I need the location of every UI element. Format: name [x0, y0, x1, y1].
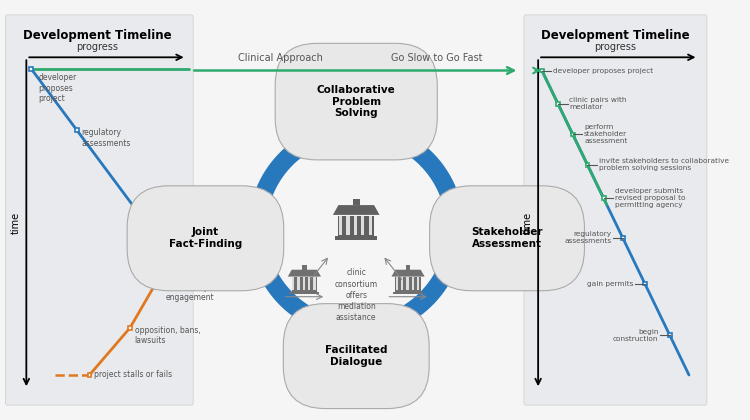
FancyBboxPatch shape	[643, 282, 646, 286]
FancyBboxPatch shape	[159, 272, 163, 276]
Text: clinic pairs with
mediator: clinic pairs with mediator	[569, 97, 627, 110]
FancyBboxPatch shape	[128, 326, 132, 330]
FancyBboxPatch shape	[352, 199, 359, 205]
Text: Clinical Approach: Clinical Approach	[238, 53, 323, 63]
FancyBboxPatch shape	[338, 215, 374, 236]
Text: developer
proposes
project: developer proposes project	[38, 74, 76, 103]
FancyBboxPatch shape	[417, 277, 419, 290]
Text: perform
stakeholder
assessment: perform stakeholder assessment	[584, 124, 628, 144]
Text: regulatory
assessments: regulatory assessments	[564, 231, 611, 244]
FancyBboxPatch shape	[308, 277, 310, 290]
FancyBboxPatch shape	[586, 163, 590, 167]
FancyBboxPatch shape	[571, 133, 574, 136]
FancyBboxPatch shape	[524, 15, 706, 405]
FancyBboxPatch shape	[5, 15, 194, 405]
Text: progress: progress	[595, 42, 637, 52]
FancyBboxPatch shape	[346, 215, 350, 234]
FancyBboxPatch shape	[314, 277, 316, 290]
FancyBboxPatch shape	[368, 215, 372, 234]
FancyBboxPatch shape	[297, 277, 300, 290]
Text: Development Timeline: Development Timeline	[541, 29, 690, 42]
Text: Collaborative
Problem
Solving: Collaborative Problem Solving	[316, 85, 395, 118]
Text: progress: progress	[76, 42, 118, 52]
FancyBboxPatch shape	[292, 277, 317, 291]
FancyBboxPatch shape	[88, 373, 92, 377]
Text: Joint
Fact-Finding: Joint Fact-Finding	[169, 228, 242, 249]
Text: begin
construction: begin construction	[613, 329, 658, 342]
FancyBboxPatch shape	[406, 265, 410, 270]
Text: gain permits: gain permits	[157, 224, 205, 234]
FancyBboxPatch shape	[292, 277, 295, 290]
Text: developer proposes project: developer proposes project	[554, 68, 653, 74]
Text: Stakeholder
Assessment: Stakeholder Assessment	[471, 228, 543, 249]
Text: opposition, bans,
lawsuits: opposition, bans, lawsuits	[135, 326, 200, 345]
Text: gain permits: gain permits	[587, 281, 634, 286]
FancyBboxPatch shape	[354, 215, 357, 234]
FancyBboxPatch shape	[335, 236, 377, 240]
Text: project stalls or fails: project stalls or fails	[94, 370, 172, 379]
FancyBboxPatch shape	[412, 277, 414, 290]
FancyBboxPatch shape	[602, 197, 605, 200]
FancyBboxPatch shape	[395, 277, 421, 291]
FancyBboxPatch shape	[290, 291, 320, 294]
Text: time: time	[523, 212, 532, 234]
Polygon shape	[288, 270, 321, 277]
FancyBboxPatch shape	[396, 277, 398, 290]
FancyBboxPatch shape	[339, 215, 342, 234]
FancyBboxPatch shape	[302, 265, 307, 270]
Polygon shape	[392, 270, 424, 277]
FancyBboxPatch shape	[29, 67, 33, 71]
Text: low
community
engagement: low community engagement	[166, 272, 214, 302]
FancyBboxPatch shape	[302, 277, 305, 290]
FancyBboxPatch shape	[75, 129, 79, 132]
Text: Facilitated
Dialogue: Facilitated Dialogue	[325, 345, 388, 367]
FancyBboxPatch shape	[393, 291, 423, 294]
FancyBboxPatch shape	[401, 277, 404, 290]
Polygon shape	[333, 205, 380, 215]
FancyBboxPatch shape	[668, 333, 672, 337]
FancyBboxPatch shape	[361, 215, 364, 234]
FancyBboxPatch shape	[540, 68, 544, 72]
FancyBboxPatch shape	[150, 229, 154, 233]
Text: invite stakeholders to collaborative
problem solving sessions: invite stakeholders to collaborative pro…	[598, 158, 729, 171]
Text: Go Slow to Go Fast: Go Slow to Go Fast	[391, 53, 482, 63]
Text: developer submits
revised proposal to
permitting agency: developer submits revised proposal to pe…	[615, 188, 686, 208]
FancyBboxPatch shape	[621, 236, 625, 240]
Text: Development Timeline: Development Timeline	[22, 29, 171, 42]
FancyBboxPatch shape	[556, 102, 560, 106]
Text: regulatory
assessments: regulatory assessments	[82, 129, 131, 148]
FancyBboxPatch shape	[406, 277, 409, 290]
Text: clinic
consortium
offers
mediation
assistance: clinic consortium offers mediation assis…	[334, 268, 378, 322]
Text: time: time	[11, 212, 21, 234]
